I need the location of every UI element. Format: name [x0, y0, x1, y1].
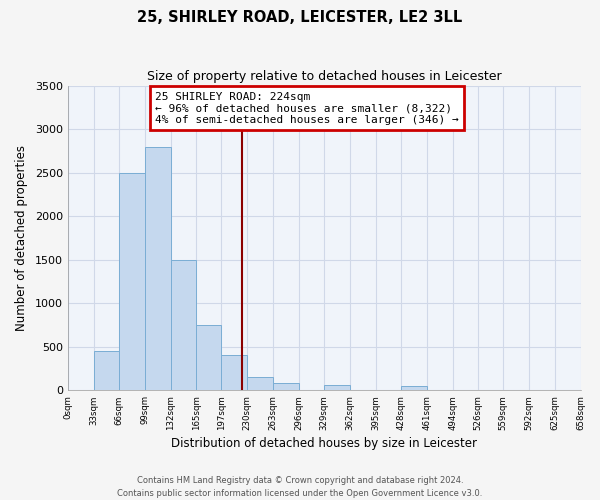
Bar	[196, 325, 221, 390]
Bar	[94, 351, 119, 391]
Text: 25, SHIRLEY ROAD, LEICESTER, LE2 3LL: 25, SHIRLEY ROAD, LEICESTER, LE2 3LL	[137, 10, 463, 25]
Bar	[273, 384, 299, 390]
Text: Contains HM Land Registry data © Crown copyright and database right 2024.
Contai: Contains HM Land Registry data © Crown c…	[118, 476, 482, 498]
Bar	[145, 146, 171, 390]
Bar	[324, 385, 350, 390]
X-axis label: Distribution of detached houses by size in Leicester: Distribution of detached houses by size …	[171, 437, 477, 450]
Text: 25 SHIRLEY ROAD: 224sqm
← 96% of detached houses are smaller (8,322)
4% of semi-: 25 SHIRLEY ROAD: 224sqm ← 96% of detache…	[155, 92, 459, 125]
Bar	[221, 356, 247, 390]
Title: Size of property relative to detached houses in Leicester: Size of property relative to detached ho…	[147, 70, 502, 83]
Bar	[247, 378, 273, 390]
Bar	[401, 386, 427, 390]
Bar	[119, 172, 145, 390]
Bar	[171, 260, 196, 390]
Y-axis label: Number of detached properties: Number of detached properties	[15, 145, 28, 331]
